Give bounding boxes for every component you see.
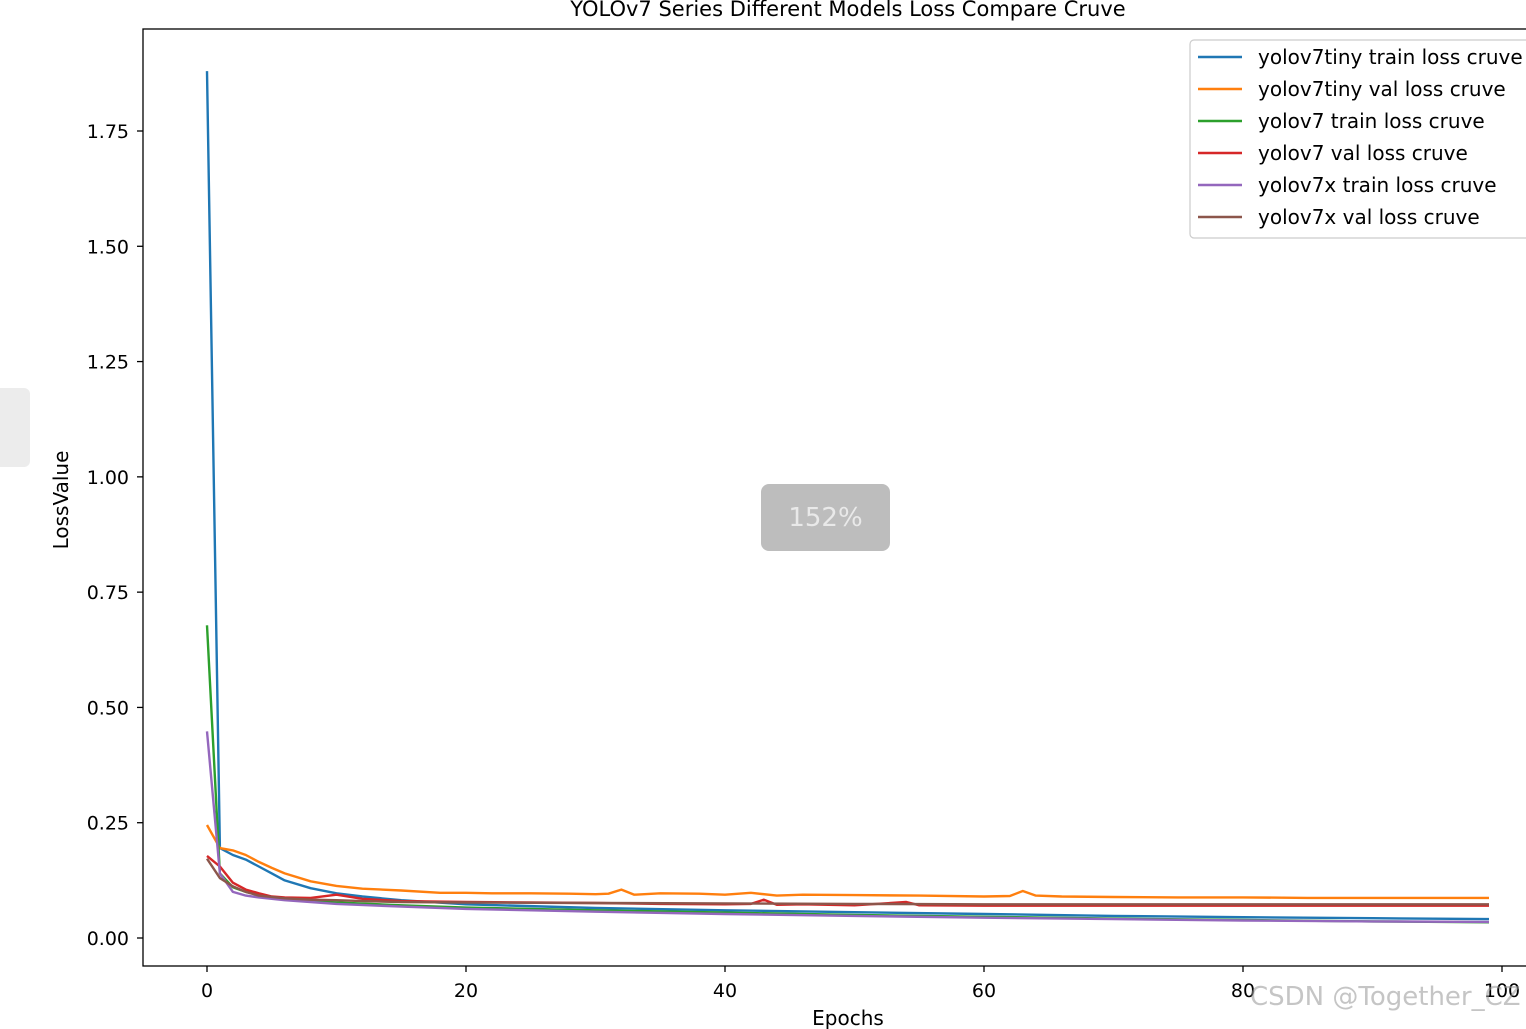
axes: 0 20 40 60 80 100 0.00 0.25 0.50 0.75 1.00 1.25 1.50…: [87, 28, 1526, 1002]
x-tick-label: 80: [1231, 980, 1255, 1002]
legend-label-2: yolov7tiny val loss cruve: [1258, 77, 1506, 101]
y-tick-label: 1.25: [87, 352, 129, 374]
y-tick-label: 1.75: [87, 121, 129, 143]
x-tick-label: 100: [1484, 980, 1520, 1002]
y-tick-label: 1.50: [87, 236, 129, 258]
x-tick-label: 60: [972, 980, 996, 1002]
series-line-1: [205, 71, 1490, 921]
x-tick-label: 40: [713, 980, 737, 1002]
legend-label-6: yolov7x val loss cruve: [1258, 205, 1480, 229]
y-tick-label: 0.25: [87, 813, 129, 835]
y-tick-label: 0.50: [87, 697, 129, 719]
x-tick-label: 0: [201, 980, 213, 1002]
side-panel-tab[interactable]: [0, 388, 30, 467]
watermark: CSDN @Together_CZ: [1250, 982, 1521, 1012]
legend-label-1: yolov7tiny train loss cruve: [1258, 45, 1523, 69]
y-tick-label: 0.00: [87, 928, 129, 950]
legend-label-3: yolov7 train loss cruve: [1258, 109, 1485, 133]
series-line-5: [205, 731, 1490, 924]
x-axis-label: Epochs: [812, 1006, 884, 1029]
series-line-6: [206, 858, 1489, 906]
legend: yolov7tiny train loss cruve yolov7tiny va…: [1189, 39, 1526, 239]
chart-title: YOLOv7 Series Different Models Loss Comp…: [569, 0, 1125, 21]
legend-box: [1189, 39, 1526, 239]
y-axis-label: LossValue: [49, 451, 73, 550]
legend-label-4: yolov7 val loss cruve: [1258, 141, 1468, 165]
legend-label-5: yolov7x train loss cruve: [1258, 173, 1497, 197]
x-tick-label: 20: [454, 980, 478, 1002]
axes-frame: [142, 28, 1526, 967]
zoom-level-indicator: 152%: [761, 484, 890, 551]
y-tick-label: 1.00: [87, 467, 129, 489]
y-tick-label: 0.75: [87, 582, 129, 604]
series-line-3: [205, 625, 1490, 924]
plot-area: [205, 71, 1490, 924]
series-line-2: [205, 824, 1489, 900]
